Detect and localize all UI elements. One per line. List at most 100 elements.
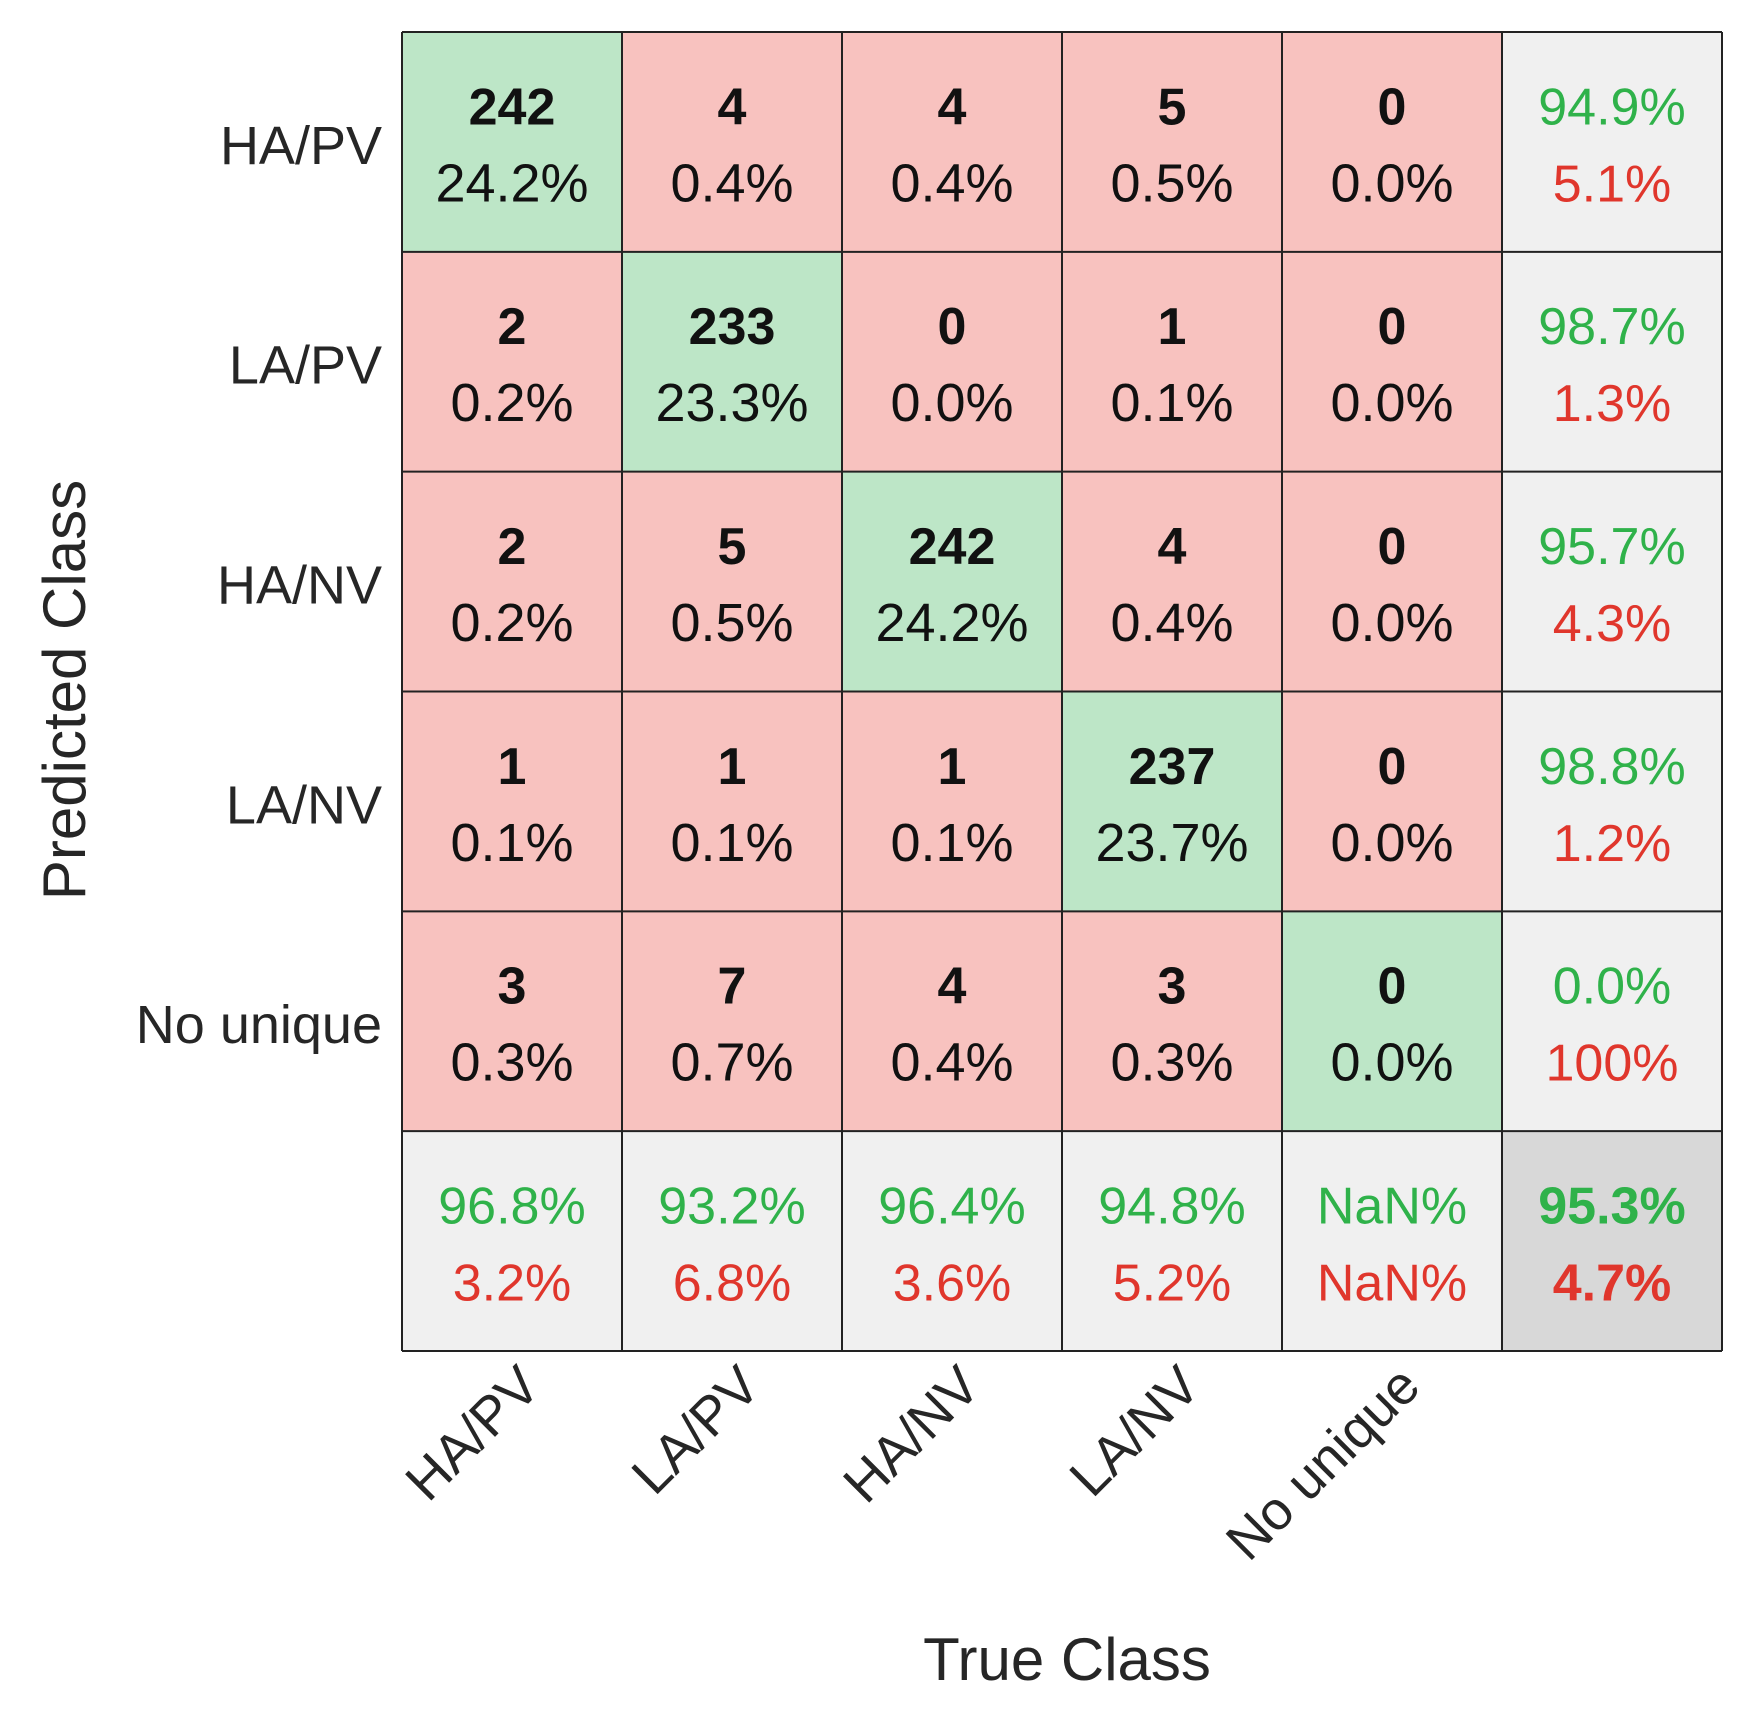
- y-tick-label-4: No unique: [136, 995, 382, 1055]
- col-summary-incorrect-c2: 3.6%: [893, 1254, 1012, 1312]
- offdiag-cell-r0-c3: [1062, 32, 1282, 252]
- col-summary-cell-r5-c3: [1062, 1131, 1282, 1351]
- cell-count-r2-c0: 2: [498, 518, 527, 576]
- offdiag-cell-r1-c2: [842, 251, 1062, 472]
- y-tick-label-2: HA/NV: [217, 556, 382, 616]
- offdiag-cell-r3-c1: [622, 691, 842, 912]
- cell-percent-r3-c4: 0.0%: [1330, 813, 1453, 873]
- cell-percent-r4-c4: 0.0%: [1330, 1033, 1453, 1093]
- cell-percent-r1-c1: 23.3%: [655, 373, 808, 433]
- cell-count-r1-c3: 1: [1158, 298, 1187, 356]
- col-summary-cell-r5-c2: [842, 1131, 1062, 1351]
- offdiag-cell-r4-c1: [622, 911, 842, 1132]
- cells-layer: 242 24.2% 4 0.4% 4 0.4% 5 0.5% 0 0.0% 94.9% 5.1% 2 0.…: [402, 32, 1722, 1351]
- offdiag-cell-r4-c2: [842, 911, 1062, 1132]
- col-summary-correct-c2: 96.4%: [878, 1177, 1025, 1235]
- cell-percent-r1-c4: 0.0%: [1330, 373, 1453, 433]
- offdiag-cell-r1-c0: [402, 251, 622, 472]
- cell-count-r3-c1: 1: [718, 738, 747, 796]
- cell-percent-r3-c3: 23.7%: [1095, 813, 1248, 873]
- row-summary-cell-r2-c5: [1502, 471, 1722, 692]
- y-tick-label-0: HA/PV: [220, 116, 382, 176]
- overall-correct: 95.3%: [1538, 1177, 1685, 1235]
- col-summary-cell-r5-c4: [1282, 1131, 1502, 1351]
- row-summary-cell-r0-c5: [1502, 32, 1722, 252]
- cell-count-r3-c3: 237: [1129, 738, 1216, 796]
- cell-percent-r0-c4: 0.0%: [1330, 153, 1453, 213]
- overall-cell-r5-c5: [1502, 1131, 1722, 1351]
- cell-count-r0-c2: 4: [938, 78, 967, 136]
- row-summary-cell-r3-c5: [1502, 691, 1722, 912]
- offdiag-cell-r2-c4: [1282, 471, 1502, 692]
- offdiag-cell-r0-c4: [1282, 32, 1502, 252]
- cell-count-r2-c2: 242: [909, 518, 996, 576]
- cell-count-r4-c1: 7: [718, 958, 747, 1016]
- cell-count-r3-c0: 1: [498, 738, 527, 796]
- cell-count-r3-c2: 1: [938, 738, 967, 796]
- y-tick-label-1: LA/PV: [229, 336, 382, 396]
- diagonal-cell-r3-c3: [1062, 691, 1282, 912]
- cell-percent-r3-c2: 0.1%: [890, 813, 1013, 873]
- offdiag-cell-r2-c3: [1062, 471, 1282, 692]
- cell-percent-r2-c4: 0.0%: [1330, 593, 1453, 653]
- cell-percent-r2-c2: 24.2%: [875, 593, 1028, 653]
- offdiag-cell-r1-c4: [1282, 251, 1502, 472]
- cell-percent-r2-c3: 0.4%: [1110, 593, 1233, 653]
- diagonal-cell-r1-c1: [622, 251, 842, 472]
- x-tick-label-3: LA/NV: [1058, 1355, 1211, 1508]
- cell-percent-r2-c0: 0.2%: [450, 593, 573, 653]
- cell-count-r1-c2: 0: [938, 298, 967, 356]
- offdiag-cell-r0-c2: [842, 32, 1062, 252]
- row-summary-incorrect-r3: 1.2%: [1553, 815, 1672, 873]
- diagonal-cell-r2-c2: [842, 471, 1062, 692]
- cell-percent-r1-c2: 0.0%: [890, 373, 1013, 433]
- cell-percent-r1-c0: 0.2%: [450, 373, 573, 433]
- cell-count-r0-c0: 242: [469, 78, 556, 136]
- cell-count-r1-c1: 233: [689, 298, 776, 356]
- col-summary-correct-c0: 96.8%: [438, 1177, 585, 1235]
- row-summary-incorrect-r0: 5.1%: [1553, 155, 1672, 213]
- cell-count-r4-c4: 0: [1378, 958, 1407, 1016]
- cell-percent-r0-c2: 0.4%: [890, 153, 1013, 213]
- cell-percent-r0-c3: 0.5%: [1110, 153, 1233, 213]
- row-summary-correct-r4: 0.0%: [1553, 958, 1672, 1016]
- cell-count-r1-c4: 0: [1378, 298, 1407, 356]
- cell-percent-r3-c0: 0.1%: [450, 813, 573, 873]
- x-axis-title: True Class: [923, 1626, 1211, 1693]
- row-summary-correct-r1: 98.7%: [1538, 298, 1685, 356]
- x-tick-label-0: HA/PV: [394, 1355, 551, 1512]
- cell-percent-r0-c0: 24.2%: [435, 153, 588, 213]
- cell-count-r1-c0: 2: [498, 298, 527, 356]
- row-summary-cell-r4-c5: [1502, 911, 1722, 1132]
- col-summary-incorrect-c3: 5.2%: [1113, 1254, 1232, 1312]
- col-summary-correct-c4: NaN%: [1317, 1177, 1467, 1235]
- cell-count-r4-c0: 3: [498, 958, 527, 1016]
- col-summary-incorrect-c1: 6.8%: [673, 1254, 792, 1312]
- cell-percent-r1-c3: 0.1%: [1110, 373, 1233, 433]
- cell-percent-r3-c1: 0.1%: [670, 813, 793, 873]
- cell-percent-r4-c1: 0.7%: [670, 1033, 793, 1093]
- x-tick-label-1: LA/PV: [621, 1355, 772, 1506]
- offdiag-cell-r2-c1: [622, 471, 842, 692]
- row-summary-cell-r1-c5: [1502, 251, 1722, 472]
- cell-count-r2-c3: 4: [1158, 518, 1187, 576]
- y-tick-label-3: LA/NV: [226, 775, 382, 835]
- row-summary-correct-r0: 94.9%: [1538, 78, 1685, 136]
- offdiag-cell-r3-c2: [842, 691, 1062, 912]
- cell-percent-r4-c2: 0.4%: [890, 1033, 1013, 1093]
- offdiag-cell-r0-c1: [622, 32, 842, 252]
- offdiag-cell-r4-c3: [1062, 911, 1282, 1132]
- col-summary-cell-r5-c0: [402, 1131, 622, 1351]
- cell-count-r0-c4: 0: [1378, 78, 1407, 136]
- col-summary-correct-c3: 94.8%: [1098, 1177, 1245, 1235]
- cell-percent-r2-c1: 0.5%: [670, 593, 793, 653]
- y-axis-title: Predicted Class: [31, 480, 98, 900]
- row-summary-incorrect-r1: 1.3%: [1553, 375, 1672, 433]
- cell-count-r2-c1: 5: [718, 518, 747, 576]
- cell-count-r2-c4: 0: [1378, 518, 1407, 576]
- cell-percent-r0-c1: 0.4%: [670, 153, 793, 213]
- offdiag-cell-r4-c0: [402, 911, 622, 1132]
- row-summary-correct-r2: 95.7%: [1538, 518, 1685, 576]
- offdiag-cell-r1-c3: [1062, 251, 1282, 472]
